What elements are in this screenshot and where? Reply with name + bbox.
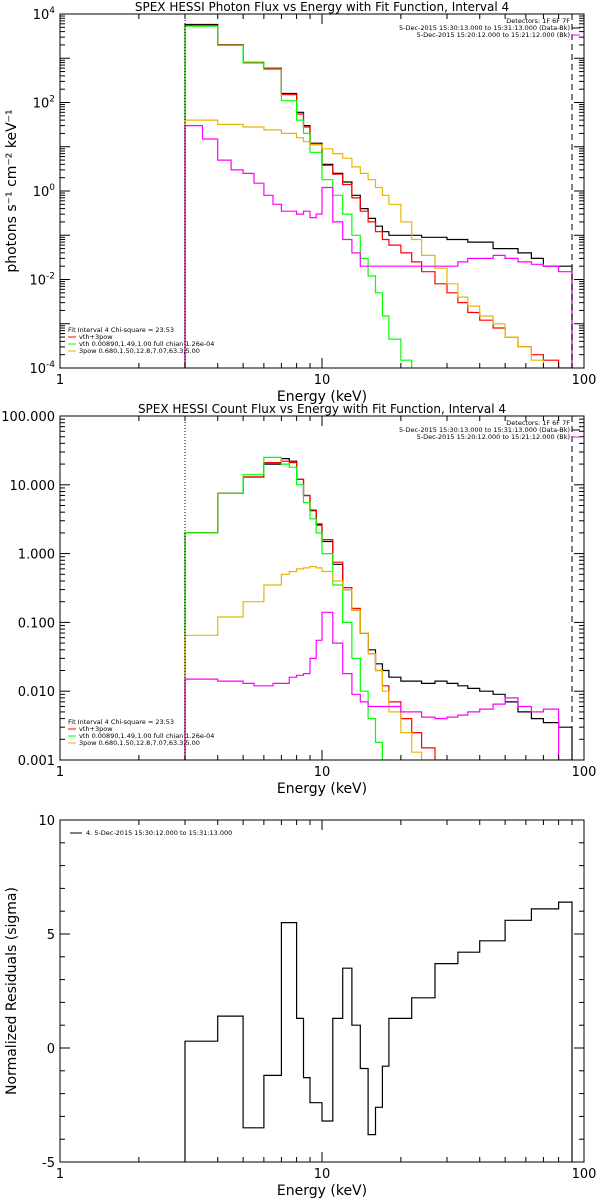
y-tick-label: 1.000: [18, 548, 55, 563]
legend-bottom-entry: vth 0.00890,1.49,1.00 full chian 1.26e-0…: [79, 340, 214, 348]
legend-bottom-entry: vth 0.00890,1.49,1.00 full chian 1.26e-0…: [79, 732, 214, 740]
series-line-1: [184, 901, 573, 1162]
legend-top-entry: Detectors: 1F 6F 7F: [506, 419, 570, 427]
legend-top-entry: 5-Dec-2015 15:20:12.000 to 15:21:12.000 …: [417, 433, 570, 441]
y-tick-label: 0.100: [18, 616, 55, 631]
series-line-2: [184, 24, 573, 368]
chart-panel-2: SPEX HESSI Count Flux vs Energy with Fit…: [1, 402, 596, 797]
legend-bottom-entry: Fit Interval 4 Chi-square = 23.53: [68, 326, 174, 334]
y-tick-label: -5: [42, 1156, 55, 1171]
chart-panel-1: SPEX HESSI Photon Flux vs Energy with Fi…: [4, 0, 596, 405]
legend-bottom-entry: vth+3pow: [79, 725, 113, 733]
legend-top-entry: 5-Dec-2015 15:30:13.000 to 15:31:13.000 …: [399, 426, 570, 434]
y-tick-label: 5: [47, 928, 55, 943]
x-axis-label: Energy (keV): [277, 1183, 367, 1199]
y-tick-label: 0: [47, 1042, 55, 1057]
y-tick-exponent: 2: [49, 95, 55, 105]
legend-bottom-entry: Fit Interval 4 Chi-square = 23.53: [68, 718, 174, 726]
x-tick-label: 1: [56, 765, 64, 780]
series-line-1: [184, 23, 573, 368]
y-tick-base: 10: [29, 274, 46, 289]
y-tick-label: 10: [38, 814, 55, 829]
y-tick-label: 102: [33, 95, 55, 112]
x-tick-label: 100: [572, 765, 597, 780]
y-tick-base: 10: [33, 97, 50, 112]
y-tick-label: 100: [33, 183, 56, 200]
legend-top-entry: 5-Dec-2015 15:30:13.000 to 15:31:13.000 …: [399, 24, 570, 32]
series-group: [184, 456, 573, 760]
x-tick-label: 100: [572, 1167, 597, 1182]
x-tick-label: 10: [314, 765, 331, 780]
series-line-1: [184, 458, 573, 760]
y-tick-base: 10: [29, 362, 46, 377]
x-axis-label: Energy (keV): [277, 389, 367, 405]
legend-bottom-entry: vth+3pow: [79, 333, 113, 341]
y-tick-label: 100.000: [1, 410, 55, 425]
series-line-3: [184, 456, 390, 760]
y-tick-exponent: -2: [46, 272, 55, 282]
series-line-4: [184, 119, 560, 368]
y-tick-label: 10.000: [10, 479, 56, 494]
x-tick-label: 100: [572, 373, 597, 388]
legend-bottom-entry: 3pow 0.680,1.50,12.8,7.07,63.3,5.00: [79, 347, 200, 355]
y-tick-label: 104: [33, 6, 56, 23]
y-tick-exponent: -4: [46, 360, 55, 370]
series-line-4: [184, 565, 436, 760]
y-tick-label: 0.010: [18, 685, 55, 700]
x-tick-label: 10: [314, 1167, 331, 1182]
legend-left-entry: 4. 5-Dec-2015 15:30:12.000 to 15:31:13.0…: [86, 829, 232, 837]
y-tick-exponent: 0: [49, 183, 55, 193]
y-tick-base: 10: [33, 8, 50, 23]
y-axis-label: Normalized Residuals (sigma): [4, 887, 20, 1095]
y-tick-label: 10-4: [29, 360, 55, 377]
chart-panel-3: 1 10 100 Energy (keV) -5 0 5 10 Normalized Resid…: [4, 814, 596, 1199]
legend-top-entry: Detectors: 1F 6F 7F: [506, 17, 570, 25]
legend-top-entry: 5-Dec-2015 15:20:12.000 to 15:21:12.000 …: [417, 31, 570, 39]
chart-title: SPEX HESSI Photon Flux vs Energy with Fi…: [135, 0, 509, 14]
plot-frame: [59, 415, 585, 761]
x-axis-label: Energy (keV): [277, 781, 367, 797]
y-tick-exponent: 4: [49, 6, 55, 16]
x-tick-label: 10: [314, 373, 331, 388]
legend-bottom-entry: 3pow 0.680,1.50,12.8,7.07,63.3,5.00: [79, 739, 200, 747]
chart-title: SPEX HESSI Count Flux vs Energy with Fit…: [138, 402, 506, 416]
series-line-5: [184, 125, 573, 368]
x-tick-label: 1: [56, 373, 64, 388]
y-tick-label: 10-2: [29, 272, 55, 289]
y-axis-label: photons s⁻¹ cm⁻² keV⁻¹: [4, 109, 20, 272]
x-tick-label: 1: [56, 1167, 64, 1182]
series-line-3: [184, 25, 413, 368]
series-line-5: [184, 611, 573, 760]
y-tick-base: 10: [33, 185, 50, 200]
y-tick-label: 0.001: [18, 754, 55, 769]
series-group: [184, 901, 573, 1162]
series-group: [184, 23, 573, 368]
